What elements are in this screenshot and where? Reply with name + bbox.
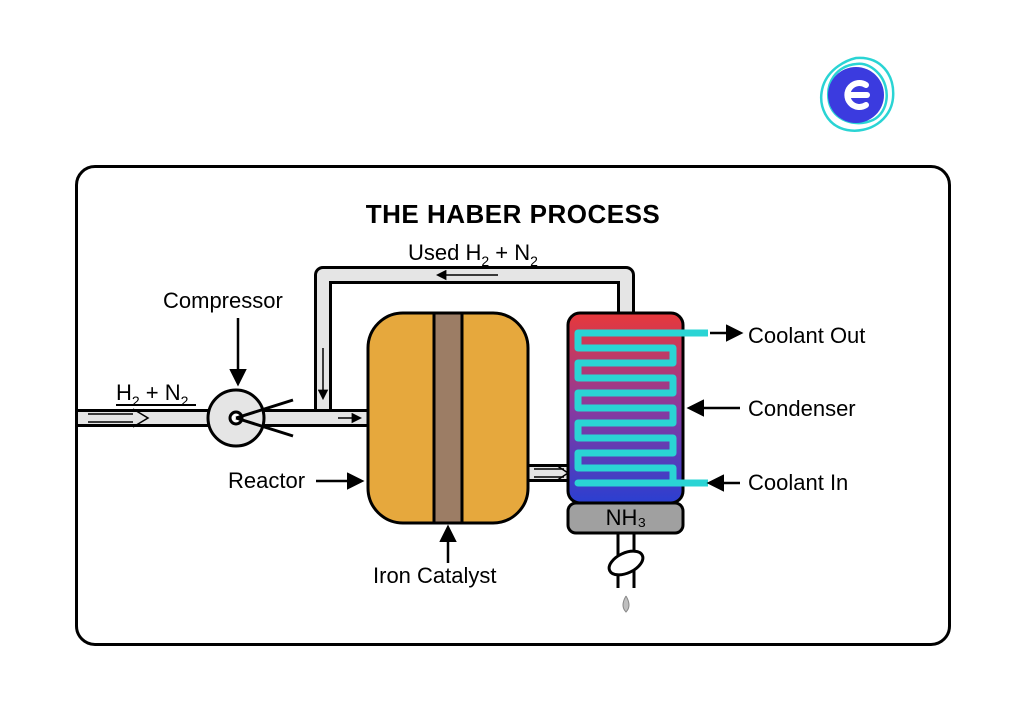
catalyst-label: Iron Catalyst bbox=[373, 563, 497, 588]
compressor-label: Compressor bbox=[163, 288, 283, 313]
reactor-label: Reactor bbox=[228, 468, 305, 493]
condenser bbox=[568, 313, 708, 503]
condenser-label: Condenser bbox=[748, 396, 856, 421]
brand-logo bbox=[811, 50, 901, 140]
coolant-out-label: Coolant Out bbox=[748, 323, 865, 348]
recycle-label: Used H2 + N2 bbox=[408, 240, 538, 269]
coolant-in-label: Coolant In bbox=[748, 470, 848, 495]
reactor bbox=[368, 313, 528, 523]
iron-catalyst bbox=[434, 313, 462, 523]
diagram-title: THE HABER PROCESS bbox=[366, 199, 661, 229]
output-label: NH₃ bbox=[606, 505, 647, 530]
collector: NH₃ bbox=[568, 503, 683, 533]
output-valve bbox=[605, 533, 646, 612]
pipes bbox=[78, 275, 626, 473]
diagram-frame: THE HABER PROCESS bbox=[75, 165, 951, 646]
